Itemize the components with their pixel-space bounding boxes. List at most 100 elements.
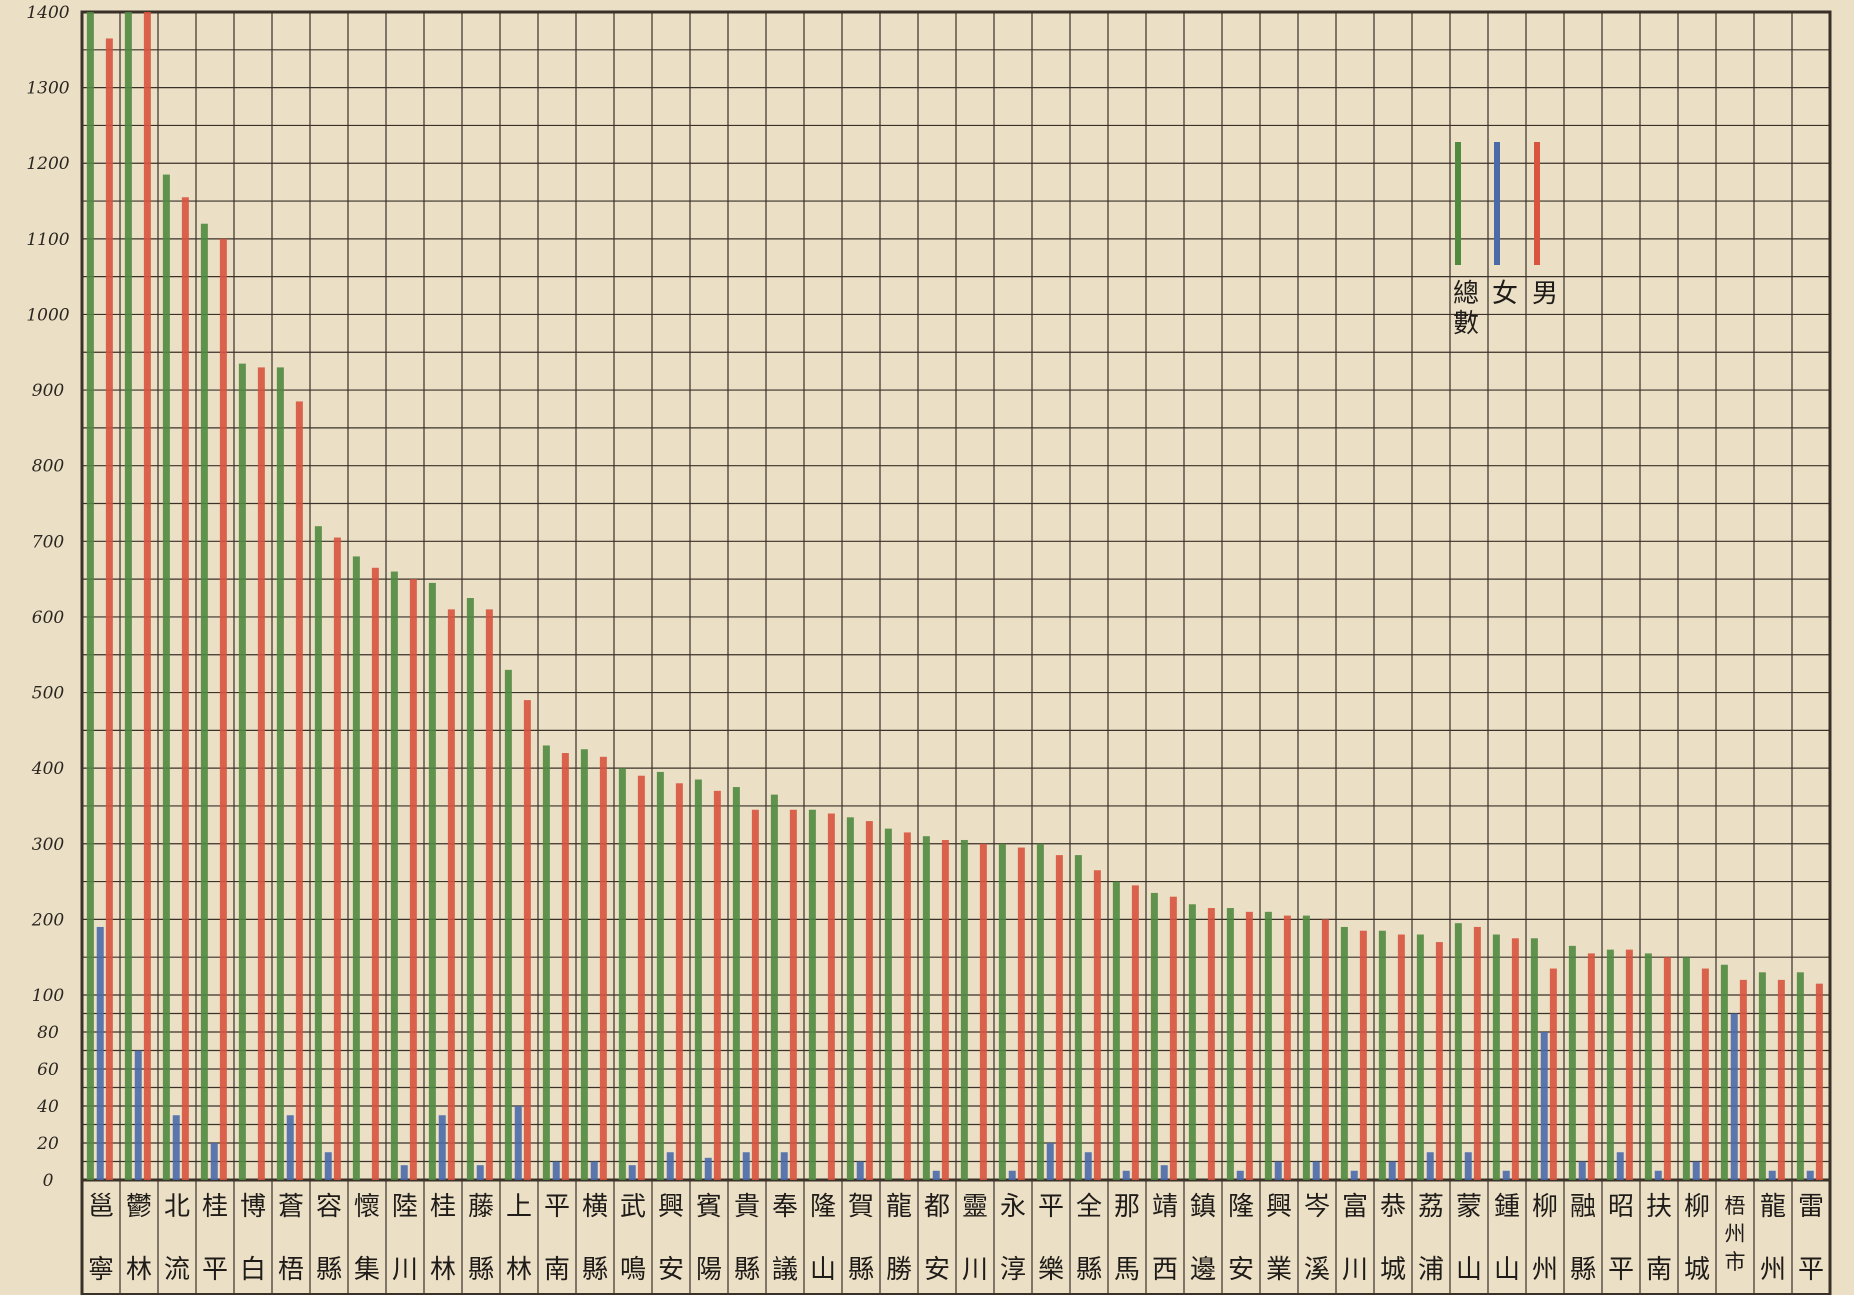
y-tick-label: 0 xyxy=(43,1171,54,1191)
legend-label-女: 女 xyxy=(1492,279,1518,309)
bar-女-荔浦 xyxy=(1426,1152,1434,1180)
bar-總數-鎮邊 xyxy=(1188,904,1196,1180)
bar-男-容縣 xyxy=(333,537,341,1180)
x-tick-label: 貴縣 xyxy=(734,1192,760,1285)
bar-總數-蒼梧 xyxy=(276,367,284,1180)
x-tick-label: 平樂 xyxy=(1038,1192,1064,1285)
bar-男-柳城 xyxy=(1701,968,1709,1180)
y-tick-label: 500 xyxy=(32,684,65,704)
y-tick-label: 300 xyxy=(32,835,65,855)
y-tick-label: 40 xyxy=(36,1097,59,1117)
bar-女-昭平 xyxy=(1616,1152,1624,1180)
x-tick-label: 永淳 xyxy=(1000,1192,1026,1285)
bar-女-梧州市 xyxy=(1730,1013,1738,1180)
bar-女-融縣 xyxy=(1578,1161,1586,1180)
x-tick-label: 桂林 xyxy=(430,1192,456,1285)
bar-總數-靖西 xyxy=(1150,892,1158,1180)
x-tick-label: 平南 xyxy=(544,1192,570,1285)
bar-總數-平南 xyxy=(542,745,550,1180)
bar-總數-永淳 xyxy=(998,843,1006,1180)
legend: 總數女男 xyxy=(1453,142,1558,339)
bar-男-奉議 xyxy=(789,809,797,1180)
y-tick-label: 200 xyxy=(31,910,65,930)
bar-總數-恭城 xyxy=(1378,930,1386,1180)
y-tick-label: 1000 xyxy=(26,305,69,325)
x-tick-label: 昭平 xyxy=(1608,1192,1634,1285)
bar-總數-富川 xyxy=(1340,926,1348,1180)
y-tick-label: 400 xyxy=(31,759,65,779)
bar-男-桂平 xyxy=(219,238,227,1180)
bar-女-雷平 xyxy=(1806,1170,1814,1180)
bar-總數-藤縣 xyxy=(466,598,474,1180)
bar-女-興業 xyxy=(1274,1161,1282,1180)
bar-女-邕寧 xyxy=(96,926,104,1180)
bar-女-貴縣 xyxy=(742,1152,750,1180)
y-tick-label: 1100 xyxy=(26,230,69,250)
x-tick-label: 那馬 xyxy=(1114,1192,1140,1285)
bar-男-陸川 xyxy=(409,579,417,1180)
bar-女-靖西 xyxy=(1160,1165,1168,1180)
bar-男-興業 xyxy=(1283,915,1291,1180)
bar-總數-那馬 xyxy=(1112,881,1120,1180)
bar-男-梧州市 xyxy=(1739,979,1747,1180)
x-tick-label: 容縣 xyxy=(316,1192,342,1285)
bar-女-平南 xyxy=(552,1161,560,1180)
bar-總數-邕寧 xyxy=(86,12,94,1180)
y-tick-label: 600 xyxy=(32,608,65,628)
bar-總數-鬱林 xyxy=(124,12,132,1180)
bar-女-永淳 xyxy=(1008,1170,1016,1180)
bar-女-横縣 xyxy=(590,1161,598,1180)
bar-總數-柳州 xyxy=(1530,938,1538,1180)
bar-男-貴縣 xyxy=(751,809,759,1180)
x-axis-ticks: 邕寧鬱林北流桂平博白蒼梧容縣懷集陸川桂林藤縣上林平南横縣武鳴興安賓陽貴縣奉議隆山… xyxy=(88,1192,1824,1285)
bar-總數-容縣 xyxy=(314,526,322,1180)
bar-總數-平樂 xyxy=(1036,843,1044,1180)
bar-男-賀縣 xyxy=(865,821,873,1180)
x-tick-label: 武鳴 xyxy=(620,1192,646,1285)
bar-總數-懷集 xyxy=(352,556,360,1180)
x-tick-label: 蒙山 xyxy=(1456,1192,1482,1285)
bar-總數-全縣 xyxy=(1074,855,1082,1180)
x-tick-label: 雷平 xyxy=(1798,1192,1824,1285)
bar-總數-貴縣 xyxy=(732,787,740,1180)
bar-總數-賀縣 xyxy=(846,817,854,1180)
x-tick-label: 隆安 xyxy=(1228,1192,1254,1285)
bar-男-龍州 xyxy=(1777,979,1785,1180)
x-tick-label: 蒼梧 xyxy=(278,1192,304,1285)
bar-男-懷集 xyxy=(371,567,379,1180)
x-tick-label: 北流 xyxy=(164,1192,190,1285)
bar-女-賀縣 xyxy=(856,1161,864,1180)
bar-男-隆山 xyxy=(827,813,835,1180)
x-tick-label: 柳城 xyxy=(1684,1192,1710,1285)
legend-label-男: 男 xyxy=(1532,279,1558,309)
x-tick-label: 恭城 xyxy=(1380,1192,1406,1285)
y-tick-label: 1200 xyxy=(26,154,69,174)
x-tick-label: 靖西 xyxy=(1152,1192,1178,1285)
bar-女-陸川 xyxy=(400,1165,408,1180)
x-tick-label: 興安 xyxy=(658,1192,684,1285)
bar-總數-武鳴 xyxy=(618,768,626,1180)
bar-男-全縣 xyxy=(1093,870,1101,1180)
x-tick-label: 賀縣 xyxy=(848,1192,874,1285)
x-tick-label: 鎮邊 xyxy=(1190,1192,1216,1285)
bar-總數-龍州 xyxy=(1758,972,1766,1180)
x-tick-label: 横縣 xyxy=(582,1192,608,1285)
bar-女-興安 xyxy=(666,1152,674,1180)
bar-總數-興業 xyxy=(1264,911,1272,1180)
bar-男-融縣 xyxy=(1587,953,1595,1180)
bar-男-靖西 xyxy=(1169,896,1177,1180)
y-axis-ticks: 0 20 40 60 80 100 200 300 400 500 600 700 800 900 1000… xyxy=(26,3,69,1191)
bar-男-武鳴 xyxy=(637,775,645,1180)
x-tick-label: 懷集 xyxy=(354,1192,380,1285)
bar-女-賓陽 xyxy=(704,1157,712,1180)
bar-總數-横縣 xyxy=(580,749,588,1180)
y-tick-label: 1400 xyxy=(26,3,69,23)
bar-總數-雷平 xyxy=(1796,972,1804,1180)
bar-女-都安 xyxy=(932,1170,940,1180)
chart-grid xyxy=(80,10,1832,1295)
bar-男-荔浦 xyxy=(1435,942,1443,1180)
bar-男-藤縣 xyxy=(485,609,493,1180)
bar-女-富川 xyxy=(1350,1170,1358,1180)
bar-總數-上林 xyxy=(504,669,512,1180)
bar-男-北流 xyxy=(181,197,189,1180)
